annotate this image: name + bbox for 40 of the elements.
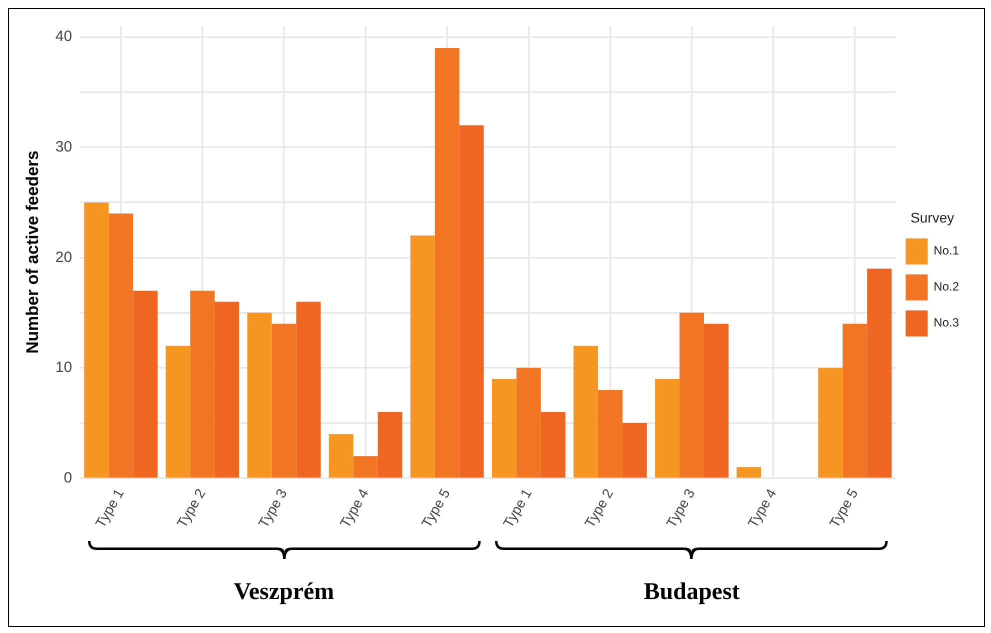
bar [108, 214, 134, 478]
bar [296, 302, 321, 478]
y-tick-label: 30 [55, 138, 72, 156]
bar [680, 312, 704, 478]
bar [492, 378, 516, 478]
legend-label: No.3 [934, 316, 960, 330]
legend-label: No.1 [934, 244, 960, 258]
bar [328, 434, 354, 478]
bar [540, 412, 566, 478]
bar [516, 368, 541, 478]
y-tick-label: 40 [55, 28, 72, 46]
bar [410, 236, 435, 478]
bar [247, 312, 272, 478]
bar [214, 302, 240, 478]
bar [190, 290, 215, 478]
text: Veszprém [232, 579, 336, 606]
text: Budapest [642, 579, 741, 606]
bar [704, 324, 728, 478]
y-axis-title: Number of active feeders [22, 150, 42, 354]
bar [867, 268, 892, 478]
bar [272, 324, 296, 478]
bar [434, 48, 460, 478]
bar [622, 423, 647, 478]
bar [378, 412, 402, 478]
bar [166, 346, 190, 478]
bar [655, 378, 680, 478]
bar [842, 324, 868, 478]
y-tick-label: 0 [64, 469, 72, 486]
bar [84, 202, 109, 478]
bar [353, 456, 378, 478]
bar [133, 290, 158, 478]
legend-title: Survey [910, 209, 954, 226]
bar [736, 467, 762, 478]
y-tick-label: 20 [55, 248, 72, 266]
bar [818, 368, 843, 478]
bar [598, 390, 622, 478]
legend-label: No.2 [934, 280, 960, 294]
bar [574, 346, 598, 478]
bar [459, 125, 484, 478]
y-tick-label: 10 [55, 359, 72, 376]
